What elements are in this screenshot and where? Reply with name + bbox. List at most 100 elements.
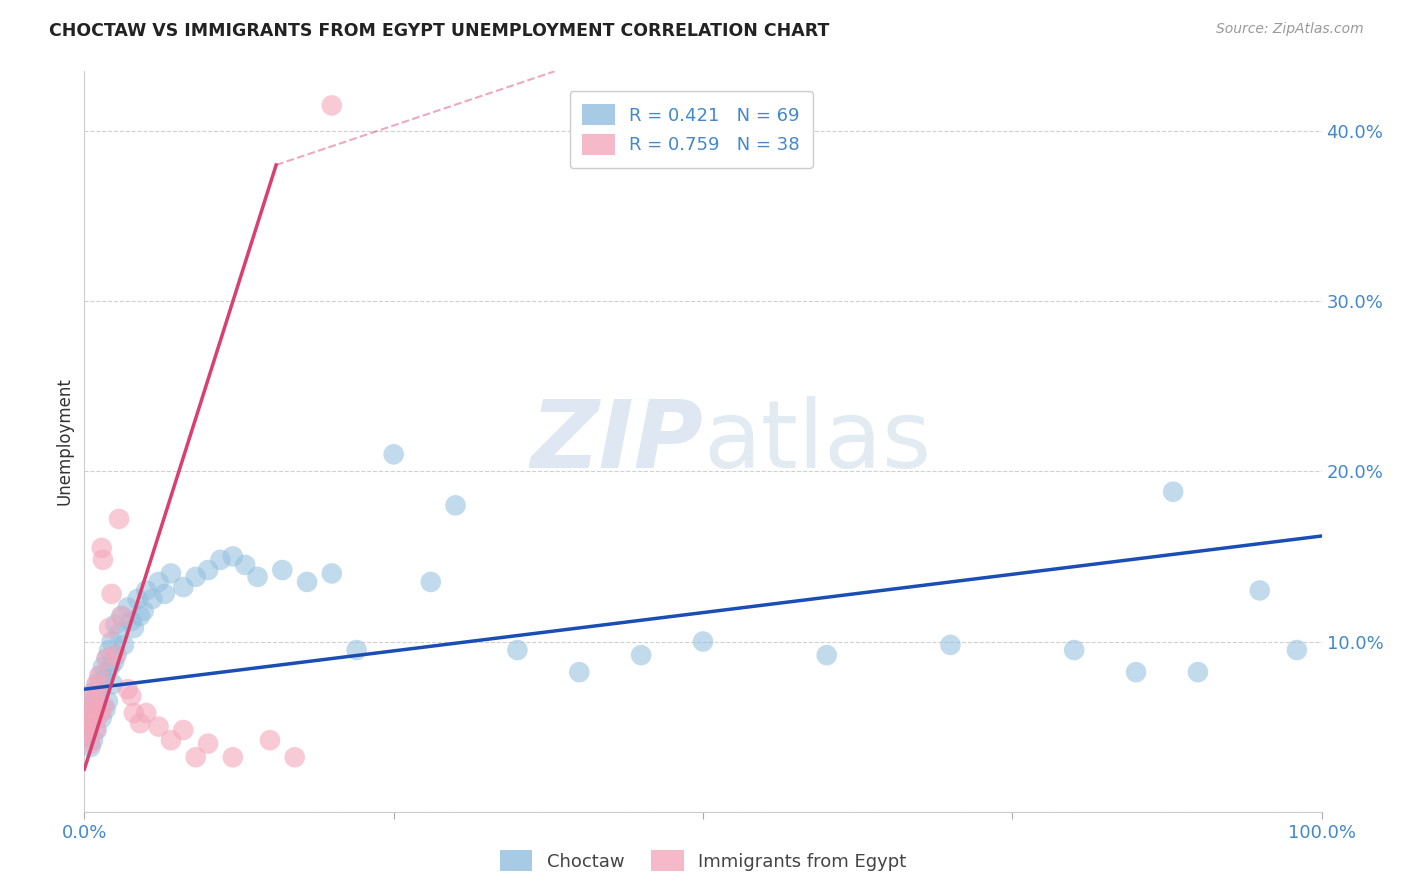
Point xyxy=(80,711,103,725)
Point xyxy=(75,728,97,742)
Text: Source: ZipAtlas.com: Source: ZipAtlas.com xyxy=(1216,22,1364,37)
Point xyxy=(80,694,103,708)
Point xyxy=(172,580,194,594)
Point xyxy=(815,648,838,662)
Point xyxy=(84,706,107,720)
Point xyxy=(233,558,256,572)
Point xyxy=(568,665,591,680)
Point xyxy=(148,720,170,734)
Point xyxy=(103,655,125,669)
Point xyxy=(184,570,207,584)
Point xyxy=(86,677,108,691)
Point xyxy=(209,553,232,567)
Point xyxy=(91,660,114,674)
Point xyxy=(135,583,157,598)
Point xyxy=(79,706,101,720)
Text: CHOCTAW VS IMMIGRANTS FROM EGYPT UNEMPLOYMENT CORRELATION CHART: CHOCTAW VS IMMIGRANTS FROM EGYPT UNEMPLO… xyxy=(49,22,830,40)
Point xyxy=(89,668,111,682)
Point xyxy=(86,711,108,725)
Point xyxy=(1063,643,1085,657)
Point xyxy=(96,651,118,665)
Point xyxy=(86,723,108,737)
Point xyxy=(117,682,139,697)
Point xyxy=(295,574,318,589)
Point xyxy=(91,553,114,567)
Y-axis label: Unemployment: Unemployment xyxy=(55,377,73,506)
Point xyxy=(172,723,194,737)
Point xyxy=(82,733,104,747)
Point xyxy=(101,677,124,691)
Point xyxy=(94,703,117,717)
Point xyxy=(86,677,108,691)
Point xyxy=(630,648,652,662)
Point xyxy=(89,682,111,697)
Point xyxy=(108,626,131,640)
Point xyxy=(135,706,157,720)
Point xyxy=(346,643,368,657)
Point xyxy=(122,621,145,635)
Legend: Choctaw, Immigrants from Egypt: Choctaw, Immigrants from Egypt xyxy=(492,843,914,879)
Point xyxy=(129,716,152,731)
Point xyxy=(197,563,219,577)
Point xyxy=(87,689,110,703)
Point xyxy=(105,648,128,662)
Point xyxy=(259,733,281,747)
Point xyxy=(76,711,98,725)
Point xyxy=(98,660,121,674)
Point xyxy=(77,728,100,742)
Point xyxy=(117,600,139,615)
Point xyxy=(110,609,132,624)
Point xyxy=(271,563,294,577)
Point xyxy=(160,566,183,581)
Legend: R = 0.421   N = 69, R = 0.759   N = 38: R = 0.421 N = 69, R = 0.759 N = 38 xyxy=(569,92,813,168)
Point xyxy=(141,591,163,606)
Point xyxy=(419,574,441,589)
Point xyxy=(100,634,122,648)
Point xyxy=(97,694,120,708)
Point xyxy=(79,716,101,731)
Point xyxy=(153,587,176,601)
Text: atlas: atlas xyxy=(703,395,931,488)
Point xyxy=(284,750,307,764)
Point xyxy=(222,750,245,764)
Point xyxy=(382,447,405,461)
Point xyxy=(87,689,110,703)
Point xyxy=(506,643,529,657)
Point xyxy=(79,739,101,754)
Point xyxy=(75,723,97,737)
Point xyxy=(96,651,118,665)
Point xyxy=(129,609,152,624)
Point xyxy=(104,617,127,632)
Point xyxy=(939,638,962,652)
Point xyxy=(82,685,104,699)
Point xyxy=(83,694,105,708)
Point xyxy=(197,737,219,751)
Point xyxy=(98,621,121,635)
Point xyxy=(120,614,142,628)
Point xyxy=(132,604,155,618)
Point xyxy=(84,723,107,737)
Point xyxy=(93,672,115,686)
Point xyxy=(76,716,98,731)
Point xyxy=(1125,665,1147,680)
Point xyxy=(321,566,343,581)
Point xyxy=(1249,583,1271,598)
Point xyxy=(82,706,104,720)
Point xyxy=(1285,643,1308,657)
Point xyxy=(1187,665,1209,680)
Point xyxy=(246,570,269,584)
Point xyxy=(100,587,122,601)
Point xyxy=(110,609,132,624)
Point xyxy=(160,733,183,747)
Point xyxy=(112,638,135,652)
Point xyxy=(93,699,115,714)
Point xyxy=(79,737,101,751)
Point xyxy=(89,668,111,682)
Point xyxy=(90,541,112,555)
Point xyxy=(108,512,131,526)
Point xyxy=(127,591,149,606)
Point xyxy=(692,634,714,648)
Point xyxy=(90,711,112,725)
Point xyxy=(1161,484,1184,499)
Point xyxy=(89,706,111,720)
